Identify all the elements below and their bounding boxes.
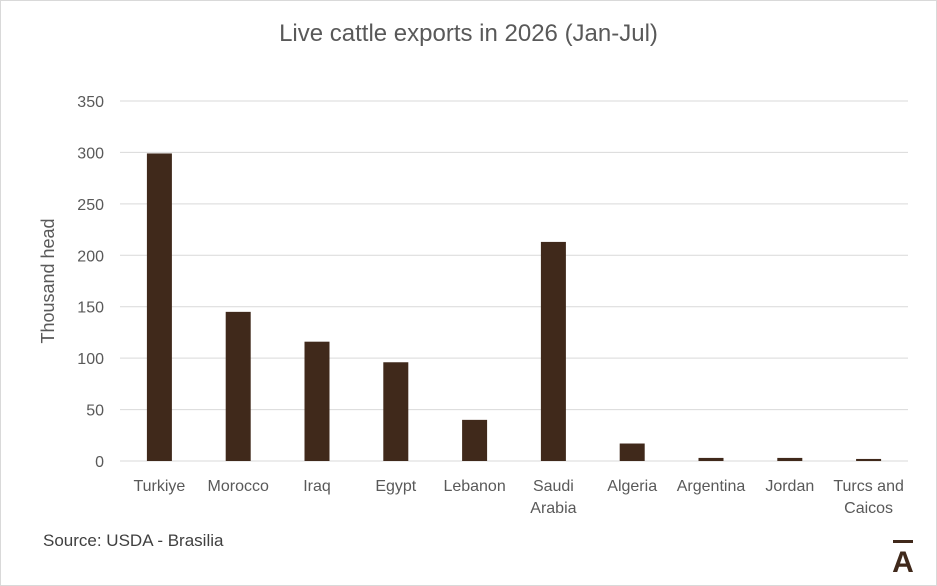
x-tick-label: Egypt — [375, 478, 416, 495]
logo-letter: A — [892, 546, 914, 578]
y-tick-label: 150 — [77, 300, 104, 317]
x-tick-label: Saudi Arabia — [530, 478, 576, 517]
x-tick-label: Jordan — [765, 478, 814, 495]
y-tick-label: 350 — [77, 94, 104, 111]
y-tick-label: 0 — [95, 454, 104, 471]
bar-iraq — [304, 341, 330, 461]
bar-jordan — [777, 457, 803, 461]
chart-title: Live cattle exports in 2026 (Jan-Jul) — [279, 20, 658, 47]
x-tick-label: Turcs and Caicos — [833, 478, 904, 517]
x-tick-label: Algeria — [607, 478, 657, 495]
y-tick-label: 250 — [77, 197, 104, 214]
x-tick-label: Argentina — [677, 478, 746, 495]
source-note: Source: USDA - Brasilia — [43, 531, 224, 550]
bar-algeria — [619, 443, 645, 461]
x-tick-label: Turkiye — [133, 478, 185, 495]
x-tick-label: Morocco — [208, 478, 269, 495]
brand-logo: A — [892, 540, 914, 578]
x-tick-label: Lebanon — [443, 478, 505, 495]
y-tick-label: 300 — [77, 145, 104, 162]
bar-turkiye — [146, 153, 172, 461]
y-axis-label: Thousand head — [38, 218, 58, 343]
bar-argentina — [698, 457, 724, 461]
x-tick-label: Iraq — [303, 478, 331, 495]
y-tick-label: 50 — [86, 403, 104, 420]
bar-turcs-and-caicos — [856, 458, 882, 461]
bar-morocco — [225, 311, 251, 461]
bar-saudi-arabia — [540, 241, 566, 461]
bar-lebanon — [462, 419, 488, 461]
y-tick-label: 200 — [77, 248, 104, 265]
bar-egypt — [383, 362, 409, 461]
y-tick-label: 100 — [77, 351, 104, 368]
